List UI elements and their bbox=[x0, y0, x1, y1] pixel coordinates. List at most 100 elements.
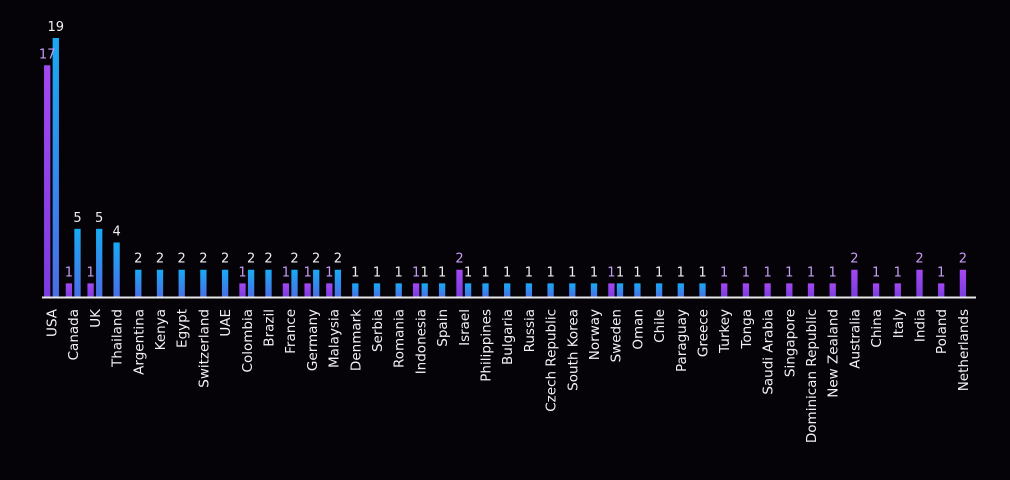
data-label-germany-series2: 2 bbox=[312, 252, 320, 267]
x-tick-label-sweden: Sweden bbox=[609, 309, 625, 362]
x-tick-labels-group: USA Canada UK Thailand Argentina Kenya Egypt Sw… bbox=[45, 308, 972, 443]
x-tick-label-russia: Russia bbox=[522, 309, 538, 352]
bar-israel-series1 bbox=[456, 269, 463, 297]
data-label-usa-series1: 17 bbox=[39, 47, 56, 62]
x-tick-label-spain: Spain bbox=[435, 309, 451, 347]
x-tick-label-indonesia: Indonesia bbox=[413, 309, 429, 374]
bar-thailand-series2 bbox=[113, 242, 120, 297]
data-label-tonga-series1: 1 bbox=[742, 265, 750, 280]
data-label-sweden-series2: 1 bbox=[616, 265, 624, 280]
bar-usa-series1 bbox=[44, 65, 51, 297]
data-label-colombia-series2: 2 bbox=[247, 252, 255, 267]
x-tick-label-australia: Australia bbox=[847, 309, 863, 369]
x-tick-label-egypt: Egypt bbox=[175, 309, 191, 348]
x-tick-label-denmark: Denmark bbox=[348, 309, 364, 371]
x-tick-label-tonga: Tonga bbox=[739, 309, 755, 350]
x-tick-label-serbia: Serbia bbox=[370, 309, 386, 352]
x-tick-label-chile: Chile bbox=[652, 309, 668, 343]
data-label-australia-series1: 2 bbox=[850, 252, 858, 267]
data-label-norway-series2: 1 bbox=[590, 265, 598, 280]
bar-new-zealand-series1 bbox=[829, 283, 836, 297]
x-tick-label-uk: UK bbox=[88, 308, 104, 328]
x-tick-label-india: India bbox=[913, 309, 929, 342]
x-tick-label-canada: Canada bbox=[66, 309, 82, 360]
x-tick-label-new-zealand: New Zealand bbox=[826, 309, 842, 398]
bar-italy-series1 bbox=[894, 283, 901, 297]
data-label-switzerland-series2: 2 bbox=[199, 252, 207, 267]
data-label-denmark-series2: 1 bbox=[351, 265, 359, 280]
bar-canada-series2 bbox=[74, 228, 81, 297]
bar-uk-series1 bbox=[87, 283, 94, 297]
bar-france-series2 bbox=[291, 269, 298, 297]
data-label-turkey-series1: 1 bbox=[720, 265, 728, 280]
x-tick-label-greece: Greece bbox=[696, 309, 712, 357]
x-tick-label-germany: Germany bbox=[305, 309, 321, 371]
bar-indonesia-series2 bbox=[421, 283, 428, 297]
x-tick-label-poland: Poland bbox=[934, 309, 950, 354]
x-tick-label-dominican-republic: Dominican Republic bbox=[804, 309, 820, 443]
bar-sweden-series1 bbox=[608, 283, 615, 297]
data-label-egypt-series2: 2 bbox=[178, 252, 186, 267]
x-tick-label-romania: Romania bbox=[392, 309, 408, 368]
x-tick-label-switzerland: Switzerland bbox=[196, 309, 212, 388]
bar-israel-series2 bbox=[464, 283, 472, 297]
bar-malaysia-series1 bbox=[326, 283, 333, 297]
x-tick-label-usa: USA bbox=[45, 308, 61, 337]
data-label-france-series1: 1 bbox=[282, 265, 290, 280]
x-tick-label-turkey: Turkey bbox=[717, 309, 733, 354]
data-label-usa-series2: 19 bbox=[48, 20, 65, 35]
bar-turkey-series1 bbox=[721, 283, 728, 297]
data-label-greece-series2: 1 bbox=[698, 265, 706, 280]
data-label-south-korea-series2: 1 bbox=[568, 265, 576, 280]
data-label-germany-series1: 1 bbox=[303, 265, 311, 280]
data-label-uk-series1: 1 bbox=[86, 265, 94, 280]
bar-egypt-series2 bbox=[178, 269, 185, 297]
data-label-chile-series2: 1 bbox=[655, 265, 663, 280]
x-tick-label-bulgaria: Bulgaria bbox=[500, 309, 516, 365]
x-tick-label-malaysia: Malaysia bbox=[327, 309, 343, 368]
data-label-uk-series2: 5 bbox=[95, 211, 103, 226]
x-tick-label-uae: UAE bbox=[218, 309, 234, 337]
bar-colombia-series2 bbox=[247, 269, 255, 297]
bar-bulgaria-series2 bbox=[504, 283, 511, 297]
data-label-serbia-series2: 1 bbox=[373, 265, 381, 280]
bar-chile-series2 bbox=[655, 283, 663, 297]
bar-argentina-series2 bbox=[135, 269, 142, 297]
data-label-thailand-series2: 4 bbox=[112, 224, 120, 239]
data-label-spain-series2: 1 bbox=[438, 265, 446, 280]
bar-uae-series2 bbox=[221, 269, 229, 297]
data-label-colombia-series1: 1 bbox=[238, 265, 246, 280]
bar-india-series1 bbox=[916, 269, 923, 297]
data-label-new-zealand-series1: 1 bbox=[829, 265, 837, 280]
x-tick-label-israel: Israel bbox=[457, 309, 473, 346]
bar-netherlands-series1 bbox=[959, 269, 967, 297]
bar-brazil-series2 bbox=[265, 269, 272, 297]
data-label-malaysia-series2: 2 bbox=[334, 252, 342, 267]
x-tick-label-france: France bbox=[283, 309, 299, 354]
x-tick-label-kenya: Kenya bbox=[153, 309, 169, 350]
data-label-brazil-series2: 2 bbox=[264, 252, 272, 267]
bar-denmark-series2 bbox=[352, 283, 359, 297]
data-label-india-series1: 2 bbox=[915, 252, 923, 267]
data-label-indonesia-series1: 1 bbox=[412, 265, 420, 280]
data-label-canada-series2: 5 bbox=[73, 211, 81, 226]
bar-dominican-republic-series1 bbox=[807, 283, 815, 297]
data-label-israel-series2: 1 bbox=[464, 265, 472, 280]
data-label-malaysia-series1: 1 bbox=[325, 265, 333, 280]
bar-philippines-series2 bbox=[482, 283, 489, 297]
bar-germany-series2 bbox=[313, 269, 320, 297]
x-tick-label-argentina: Argentina bbox=[131, 309, 147, 375]
data-label-china-series1: 1 bbox=[872, 265, 880, 280]
x-tick-label-saudi-arabia: Saudi Arabia bbox=[761, 309, 777, 395]
bar-spain-series2 bbox=[438, 283, 446, 297]
bar-colombia-series1 bbox=[239, 283, 246, 297]
x-tick-label-norway: Norway bbox=[587, 309, 603, 360]
bar-kenya-series2 bbox=[156, 269, 164, 297]
data-label-canada-series1: 1 bbox=[65, 265, 73, 280]
data-label-oman-series2: 1 bbox=[633, 265, 641, 280]
data-label-argentina-series2: 2 bbox=[134, 252, 142, 267]
x-tick-label-south-korea: South Korea bbox=[565, 309, 581, 391]
bar-czech-republic-series2 bbox=[547, 283, 554, 297]
